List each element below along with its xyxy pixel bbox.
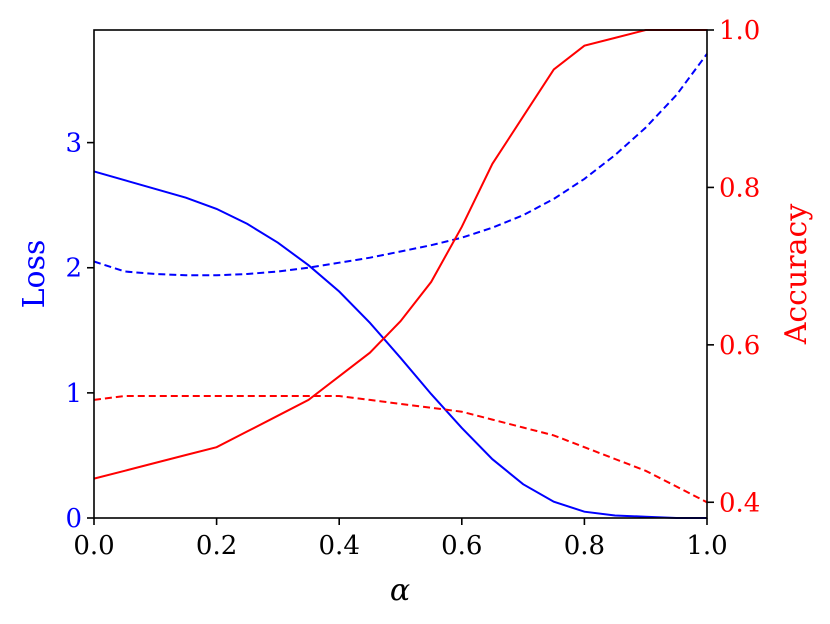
- x-axis-title: α: [390, 573, 410, 608]
- x-tick-label: 0.6: [441, 531, 482, 561]
- y-right-tick-label: 0.8: [719, 173, 760, 203]
- x-tick-label: 0.0: [73, 531, 114, 561]
- y-right-tick-label: 0.6: [719, 331, 760, 361]
- x-tick-label: 0.4: [319, 531, 360, 561]
- y-left-tick-label: 2: [65, 254, 82, 284]
- y-right-tick-label: 0.4: [719, 488, 760, 518]
- series-lines: [93, 29, 708, 519]
- tick-group: 0.0 0.2 0.4 0.6 0.8 1.0 0 1 2 3 0.4 0.6 0.8 1.0: [65, 16, 760, 561]
- y-left-tick-label: 0: [65, 504, 82, 534]
- series-line-right-dashed: [93, 395, 708, 504]
- series-line-left-solid: [93, 170, 707, 519]
- y-left-tick-label: 1: [65, 379, 82, 409]
- y-left-tick-label: 3: [65, 129, 82, 159]
- x-tick-label: 1.0: [686, 531, 727, 561]
- plot-frame: [93, 29, 708, 519]
- series-line-right-solid: [93, 29, 707, 480]
- y-right-tick-label: 1.0: [719, 16, 760, 46]
- y-right-axis-title: Accuracy: [779, 204, 814, 346]
- x-tick-label: 0.2: [196, 531, 237, 561]
- series-line-left-dashed: [93, 53, 708, 277]
- x-tick-label: 0.8: [564, 531, 605, 561]
- y-left-axis-title: Loss: [17, 240, 52, 309]
